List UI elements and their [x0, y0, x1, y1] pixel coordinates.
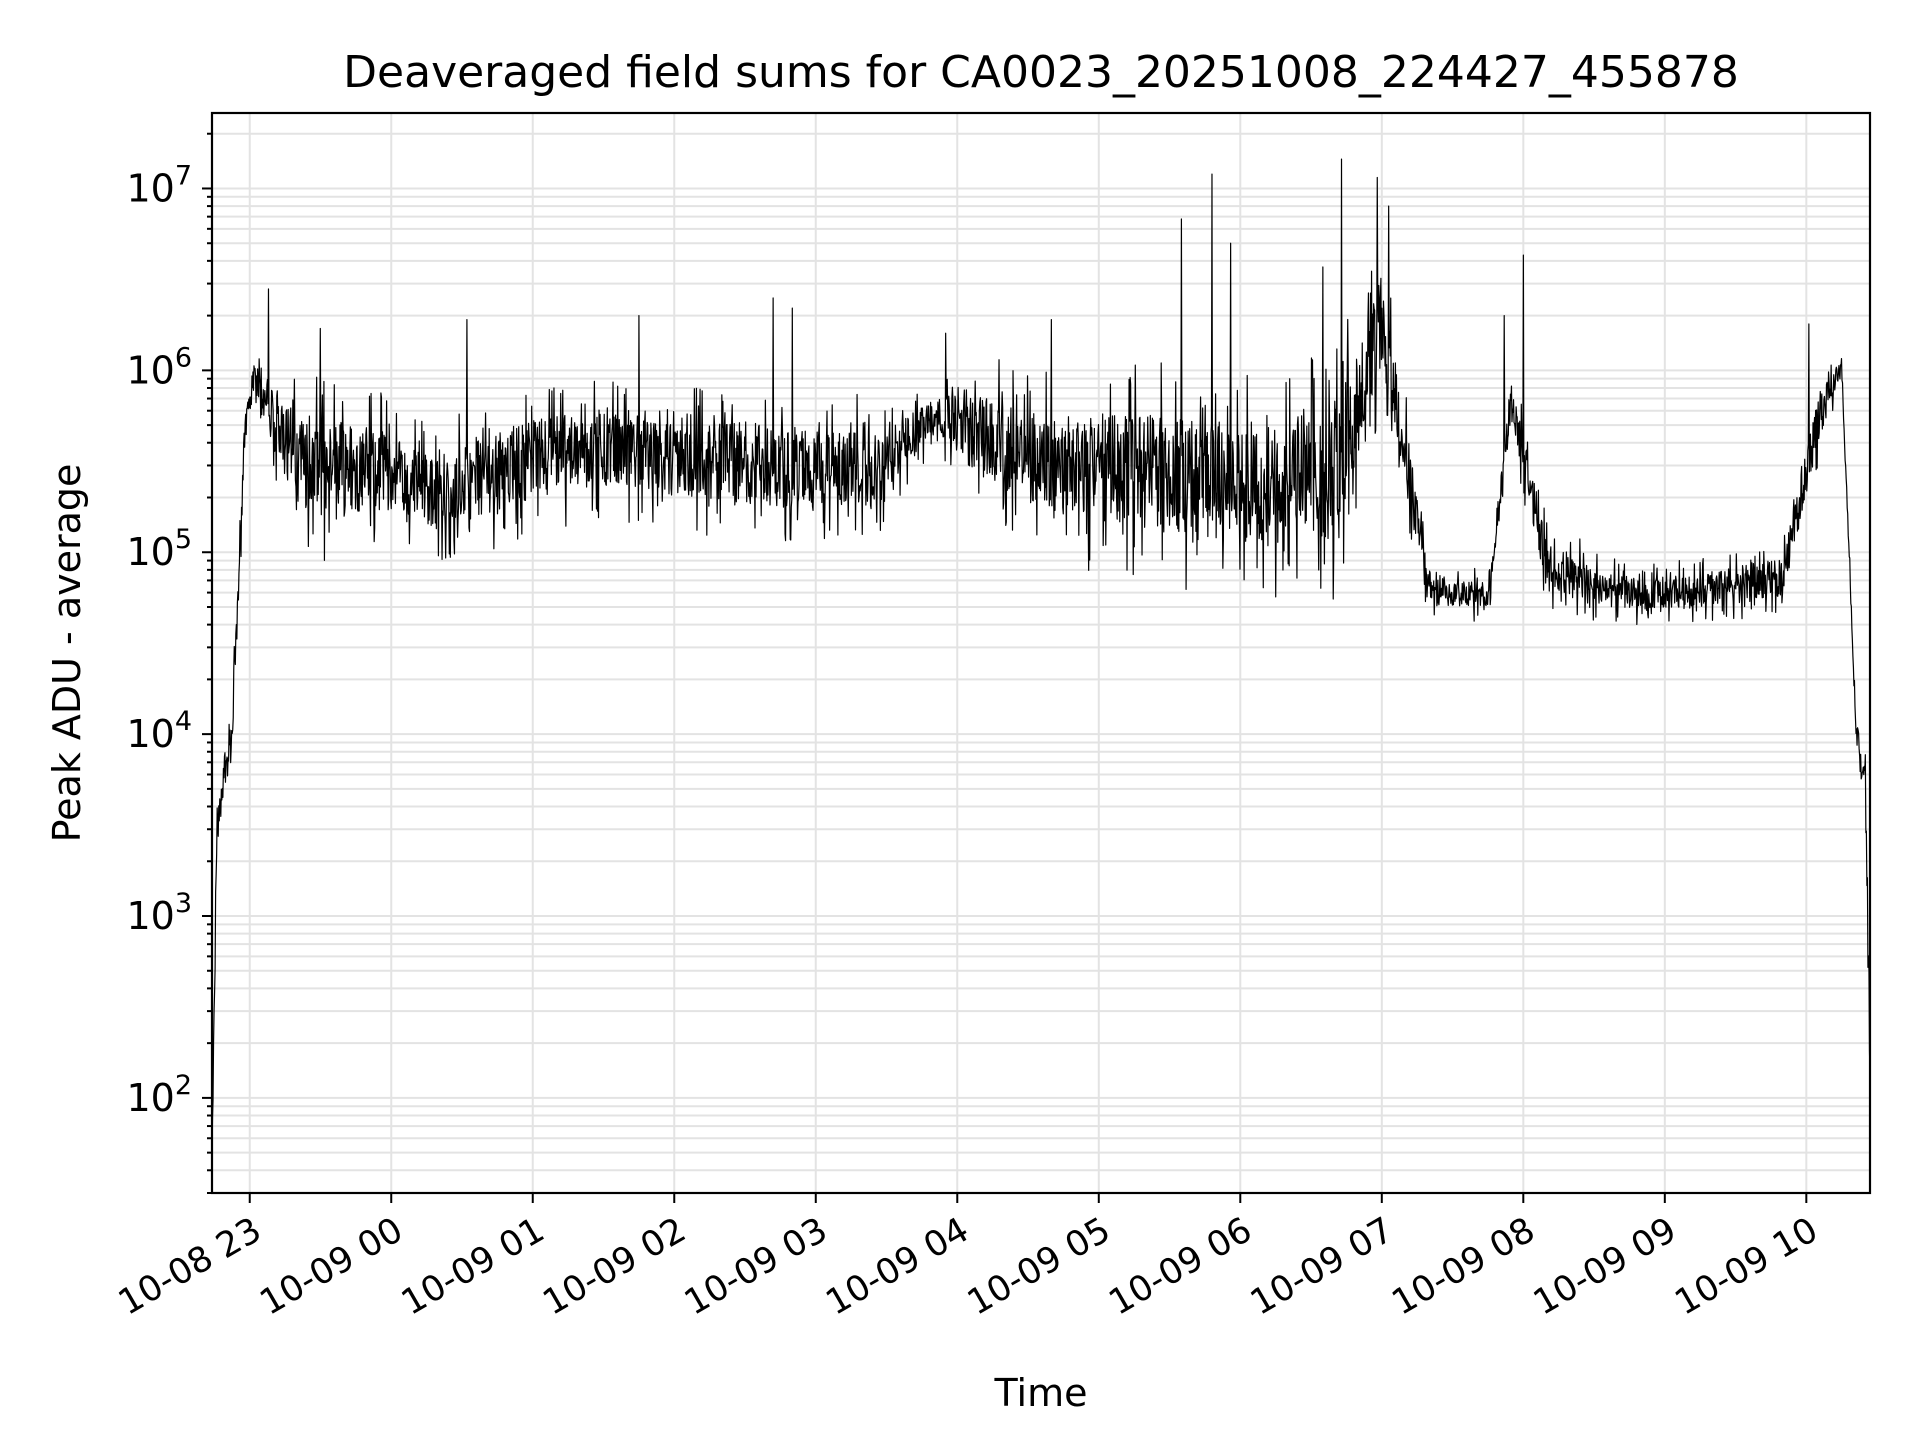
y-tick-exponent: 3	[175, 888, 192, 919]
x-tick-label: 10-09 10	[1669, 1210, 1825, 1323]
plot-frame	[210, 111, 1872, 1195]
series-line	[211, 158, 1871, 1153]
x-tick-label: 10-09 00	[253, 1210, 409, 1323]
axis-ticks	[202, 132, 1808, 1203]
y-tick-label: 106	[126, 342, 192, 392]
y-tick-exponent: 2	[175, 1070, 192, 1101]
chart-title: Deaveraged field sums for CA0023_2025100…	[343, 47, 1739, 98]
x-tick-label: 10-09 01	[395, 1210, 551, 1323]
y-tick-label: 107	[126, 160, 192, 210]
y-tick-base: 10	[126, 530, 174, 574]
x-tick-label: 10-09 06	[1102, 1210, 1258, 1323]
y-tick-exponent: 7	[175, 160, 192, 191]
y-tick-exponent: 6	[175, 342, 192, 373]
x-tick-label: 10-09 03	[678, 1210, 834, 1323]
grid	[212, 113, 1870, 1194]
x-tick-label: 10-08 23	[112, 1210, 268, 1323]
y-tick-base: 10	[126, 348, 174, 392]
y-axis-label: Peak ADU - average	[45, 464, 89, 843]
y-tick-base: 10	[126, 166, 174, 210]
y-tick-label: 105	[126, 524, 192, 574]
y-tick-exponent: 5	[175, 524, 192, 555]
x-tick-label: 10-09 08	[1386, 1210, 1542, 1323]
x-tick-label: 10-09 05	[961, 1210, 1117, 1323]
y-tick-label: 104	[126, 706, 192, 756]
x-tick-label: 10-09 07	[1244, 1210, 1400, 1323]
y-tick-label: 103	[126, 888, 192, 938]
y-tick-base: 10	[126, 1076, 174, 1120]
y-tick-exponent: 4	[175, 706, 192, 737]
x-tick-label: 10-09 04	[819, 1210, 975, 1323]
y-tick-base: 10	[126, 712, 174, 756]
x-axis-label: Time	[994, 1371, 1088, 1415]
y-tick-base: 10	[126, 894, 174, 938]
x-tick-label: 10-09 02	[536, 1210, 692, 1323]
y-tick-label: 102	[126, 1070, 192, 1120]
x-tick-label: 10-09 09	[1527, 1210, 1683, 1323]
